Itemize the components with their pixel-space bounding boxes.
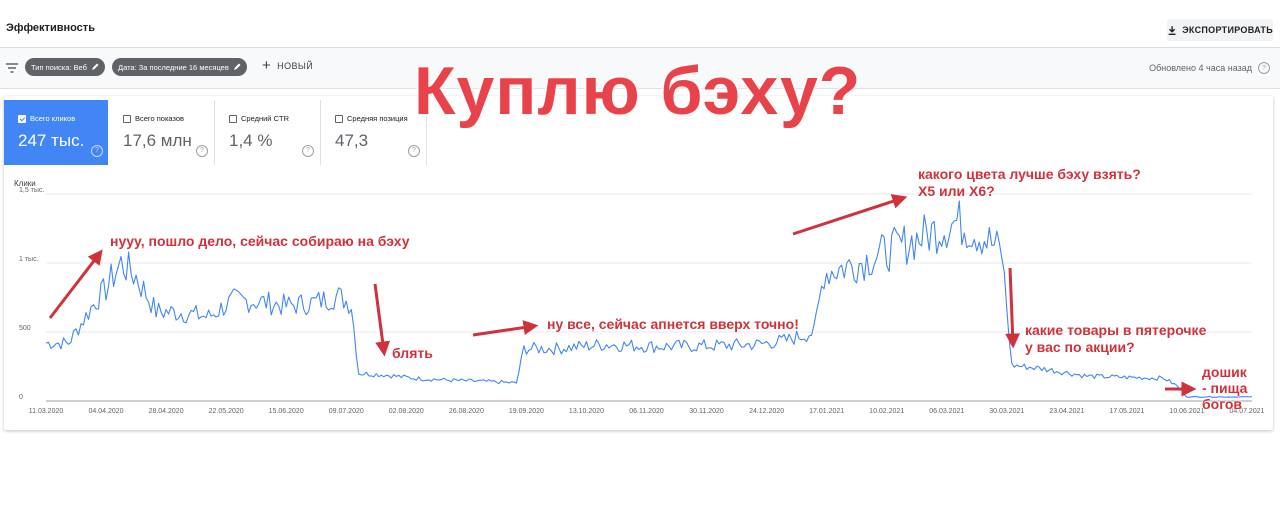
divider [320,100,321,165]
checkbox-icon[interactable] [18,114,26,123]
filter-bar: Тип поиска: Веб Дата: За последние 16 ме… [0,48,1280,89]
clicks-series-line [45,200,1253,398]
page-title: Эффективность [6,22,95,34]
new-label: НОВЫЙ [277,61,314,71]
help-icon[interactable]: ? [91,144,103,157]
arrow-2 [373,283,391,357]
x-tick-label: 10.06.2021 [1169,408,1204,415]
search-type-chip[interactable]: Тип поиска: Веб [25,58,105,76]
y-axis-label: Клики [14,179,36,188]
arrow-3 [472,320,539,337]
x-tick-label: 04.07.2021 [1229,408,1264,415]
x-tick-label: 06.11.2020 [629,408,664,415]
y-tick-label: 1 тыс. [19,256,39,263]
download-icon [1168,25,1176,35]
overlay-title: Куплю бэху? [414,53,862,129]
filter-icon[interactable] [6,63,18,73]
x-tick-label: 02.08.2020 [389,408,424,415]
grid [46,193,1252,402]
help-icon[interactable]: ? [408,144,420,157]
top-bar: Эффективность ЭКСПОРТИРОВАТЬ [0,0,1280,48]
annotation-note: - пища [1202,380,1248,396]
plus-icon: + [262,57,272,74]
checkbox-icon[interactable] [123,114,131,123]
edit-icon[interactable] [233,63,241,71]
x-tick-label: 24.12.2020 [749,408,784,415]
arrow-4 [792,194,908,236]
divider [426,100,427,165]
metric-value: 247 тыс. [18,131,85,150]
updated-text: Обновлено 4 часа назад [1149,63,1252,73]
annotation-arrows [48,194,1197,397]
annotation-note: у вас по акции? [1025,339,1135,355]
checkbox-icon[interactable] [229,114,237,123]
metric-value: 47,3 [335,131,369,150]
divider [214,100,215,165]
annotation-note: какого цвета лучше бэху взять? [918,166,1141,182]
x-tick-label: 04.04.2020 [89,408,124,415]
help-icon[interactable]: ? [1258,62,1270,74]
y-tick-label: 1,5 тыс. [19,187,44,194]
metric-label: Всего показов [135,114,185,123]
x-tick-label: 19.09.2020 [509,408,544,415]
x-tick-label: 30.11.2020 [689,408,724,415]
annotation-note: нууу, пошло дело, сейчас собираю на бэху [110,233,410,249]
metric-label: Средняя позиция [347,114,408,123]
x-tick-label: 09.07.2020 [329,408,364,415]
updated-status: Обновлено 4 часа назад ? [1149,62,1270,74]
annotation-note: блять [392,345,433,361]
export-label: ЭКСПОРТИРОВАТЬ [1182,25,1273,35]
x-tick-label: 30.03.2021 [989,408,1024,415]
help-icon[interactable]: ? [196,144,208,157]
edit-icon[interactable] [91,63,99,71]
x-tick-label: 13.10.2020 [569,408,604,415]
x-tick-label: 22.05.2020 [209,408,244,415]
x-tick-label: 23.04.2021 [1049,408,1084,415]
x-tick-label: 17.05.2021 [1109,408,1144,415]
checkbox-icon[interactable] [335,114,343,123]
metric-position[interactable]: Средняя позиция 47,3 ? [321,100,425,165]
help-icon[interactable]: ? [302,144,314,157]
metric-label: Всего кликов [30,114,76,123]
x-tick-label: 15.06.2020 [269,408,304,415]
annotation-note: ну все, сейчас апнется вверх точно! [547,316,799,332]
metric-impressions[interactable]: Всего показов 17,6 млн ? [109,100,213,165]
x-ticks: 11.03.2020 04.04.2020 28.04.2020 22.05.2020… [29,408,1265,415]
annotation-note: дошик [1202,364,1247,380]
arrow-5 [1005,267,1021,349]
date-range-chip[interactable]: Дата: За последние 16 месяцев [112,58,247,76]
metric-ctr[interactable]: Средний CTR 1,4 % ? [215,100,319,165]
metric-label: Средний CTR [241,114,289,123]
metric-value: 1,4 % [229,131,273,150]
x-tick-label: 06.03.2021 [929,408,964,415]
annotation-note: богов [1202,396,1243,412]
y-tick-label: 500 [19,325,31,332]
y-tick-label: 0 [19,394,23,401]
export-button[interactable]: ЭКСПОРТИРОВАТЬ [1167,19,1273,41]
annotation-note: Х5 или Х6? [918,183,995,199]
y-ticks: 1,5 тыс. 1 тыс. 500 0 [19,187,44,401]
arrow-1 [48,249,103,319]
annotation-note: какие товары в пятерочке [1025,322,1207,338]
new-filter-button[interactable]: + НОВЫЙ [262,57,314,74]
x-tick-label: 17.01.2021 [809,408,844,415]
x-tick-label: 28.04.2020 [149,408,184,415]
x-tick-label: 10.02.2021 [869,408,904,415]
chip-label: Дата: За последние 16 месяцев [118,62,229,72]
metric-clicks[interactable]: Всего кликов 247 тыс. ? [4,100,108,165]
metric-value: 17,6 млн [123,131,192,150]
x-tick-label: 11.03.2020 [29,408,64,415]
chip-label: Тип поиска: Веб [31,62,87,72]
x-tick-label: 26.08.2020 [449,408,484,415]
